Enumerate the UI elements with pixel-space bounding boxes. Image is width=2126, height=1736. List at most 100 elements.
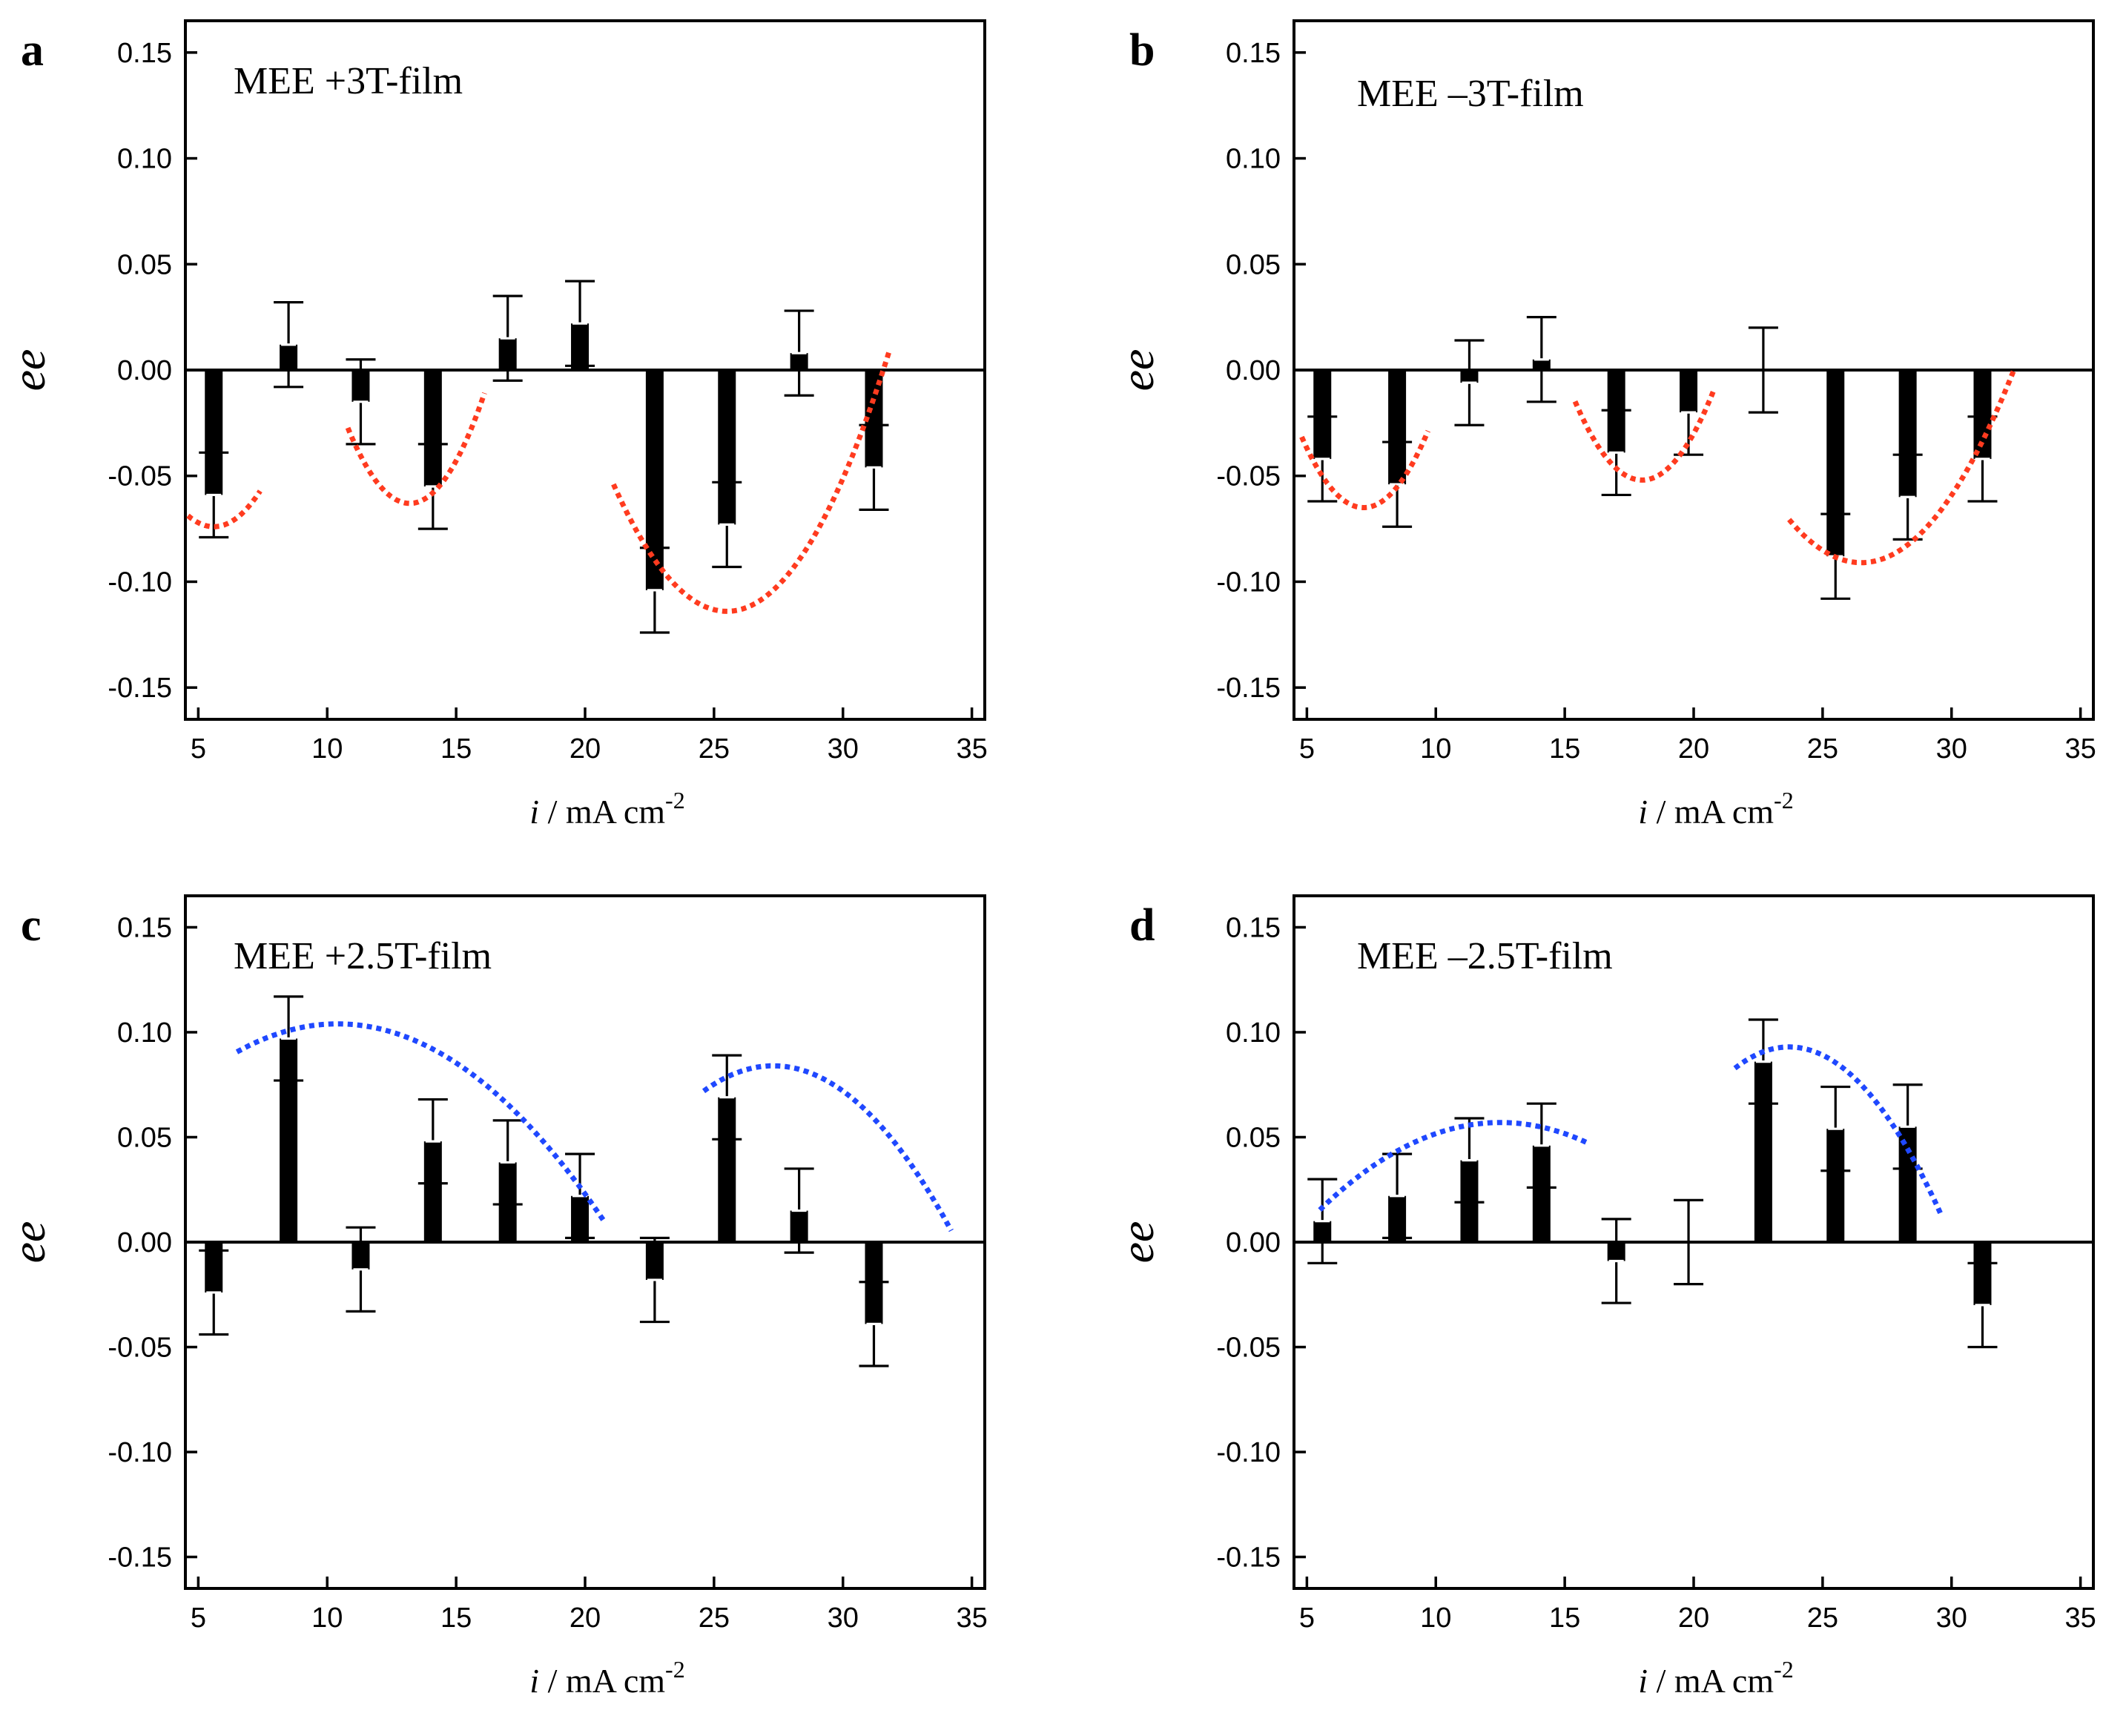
x-tick-label: 10 [1420,1603,1451,1634]
x-axis-unit: / mA cm [539,1662,665,1700]
fit-curve [1299,429,1431,510]
y-tick-label: 0.00 [1226,1227,1281,1258]
fit-curve [235,1021,606,1221]
panel-title: MEE +3T-film [234,60,463,102]
panel-letter: a [21,25,44,76]
y-tick-label: -0.15 [1216,1542,1281,1574]
panel-letter: d [1129,900,1155,951]
panel-d: 0.15 0.10 0.05 0.00 -0.05 -0.10 -0.15 5 10 15 20 25… [1111,894,2096,1700]
y-tick-label: -0.05 [108,461,172,492]
x-tick-label: 5 [1299,1603,1315,1634]
error-bar [1382,1152,1413,1239]
panel-letter: c [21,900,42,951]
y-axis-label: ee [2,1221,55,1264]
x-tick-label: 15 [1549,733,1580,765]
y-tick-label: 0.05 [117,249,172,280]
y-tick-label: 0.15 [1226,38,1281,69]
error-bar [492,1119,523,1206]
error-bar [565,280,595,367]
x-tick-label: 35 [2064,1603,2096,1634]
y-tick-label: -0.15 [108,1542,172,1574]
error-bar [1454,339,1485,426]
error-bar [639,547,670,634]
fit-curve [1318,1120,1589,1212]
x-axis-variable: i [529,793,539,831]
y-tick-label: -0.05 [1216,1333,1281,1364]
y-tick-label: -0.10 [1216,567,1281,598]
x-tick-label: 20 [1678,733,1709,765]
y-tick-label: -0.05 [108,1333,172,1364]
error-bar [346,358,376,446]
x-tick-label: 20 [570,733,601,765]
y-tick-label: 0.15 [117,912,172,943]
error-bar [784,1167,814,1254]
y-tick-label: 0.00 [1226,355,1281,386]
x-axis-variable: i [529,1662,539,1700]
error-bar [274,995,304,1082]
x-axis-unit: / mA cm [539,793,665,831]
error-bar [859,1281,889,1367]
panel-title: MEE –2.5T-film [1357,935,1613,977]
fit-curve [186,489,263,529]
error-bar [1454,1117,1485,1204]
x-tick-label: 15 [1549,1603,1580,1634]
error-bar [859,423,889,512]
x-tick-label: 20 [570,1603,601,1634]
x-tick-label: 25 [699,1603,730,1634]
x-tick-label: 5 [1299,733,1315,765]
error-bar [492,294,523,382]
x-tick-label: 35 [2064,733,2096,765]
x-axis-variable: i [1638,793,1648,831]
fit-curve [1787,370,2016,566]
x-tick-label: 35 [956,1603,987,1634]
x-tick-label: 5 [191,1603,206,1634]
y-tick-label: 0.10 [117,1017,172,1049]
y-tick-label: -0.15 [1216,673,1281,704]
y-tick-label: 0.00 [117,355,172,386]
error-bar [639,1236,670,1324]
error-bar [1892,1083,1923,1170]
error-bar [1382,440,1413,528]
y-tick-label: 0.05 [1226,1122,1281,1153]
x-tick-label: 10 [311,1603,343,1634]
x-tick-label: 30 [828,733,859,765]
x-axis-unit: / mA cm [1648,793,1774,831]
x-tick-label: 10 [1420,733,1451,765]
y-tick-label: -0.15 [108,673,172,704]
x-axis-label: i / mA cm-2 [1638,787,1793,831]
error-bar [1601,1218,1631,1304]
panel-c: 0.15 0.10 0.05 0.00 -0.05 -0.10 -0.15 5 10 15 20 25… [2,894,988,1700]
fit-curve [1733,1044,1944,1216]
y-tick-label: -0.05 [1216,461,1281,492]
x-axis-label: i / mA cm-2 [1638,1656,1793,1700]
x-axis-unit-exponent: -2 [1774,1656,1794,1683]
y-tick-label: 0.05 [1226,249,1281,280]
x-axis-unit-exponent: -2 [665,787,685,813]
error-bar [274,301,304,389]
x-tick-label: 15 [440,1603,472,1634]
error-bar [1748,1018,1778,1105]
error-bar [1307,415,1338,503]
error-bar [712,481,742,569]
x-tick-label: 5 [191,733,206,765]
x-tick-label: 20 [1678,1603,1709,1634]
y-axis-label: ee [1111,1221,1163,1264]
x-axis-unit-exponent: -2 [665,1656,685,1683]
error-bar [1748,326,1778,414]
fit-curve [1572,388,1717,483]
x-tick-label: 25 [1807,1603,1838,1634]
error-bar [1820,1085,1851,1172]
fit-curve [611,350,892,614]
x-axis-label: i / mA cm-2 [529,787,684,831]
x-tick-label: 30 [1936,1603,1967,1634]
y-axis-label: ee [2,349,55,392]
x-axis-variable: i [1638,1662,1648,1700]
x-tick-label: 10 [311,733,343,765]
error-bar [1892,453,1923,541]
y-tick-label: 0.10 [117,144,172,175]
error-bar [1967,1261,1998,1349]
error-bar [199,451,229,539]
panel-title: MEE –3T-film [1357,73,1584,115]
fit-curve [345,392,487,506]
